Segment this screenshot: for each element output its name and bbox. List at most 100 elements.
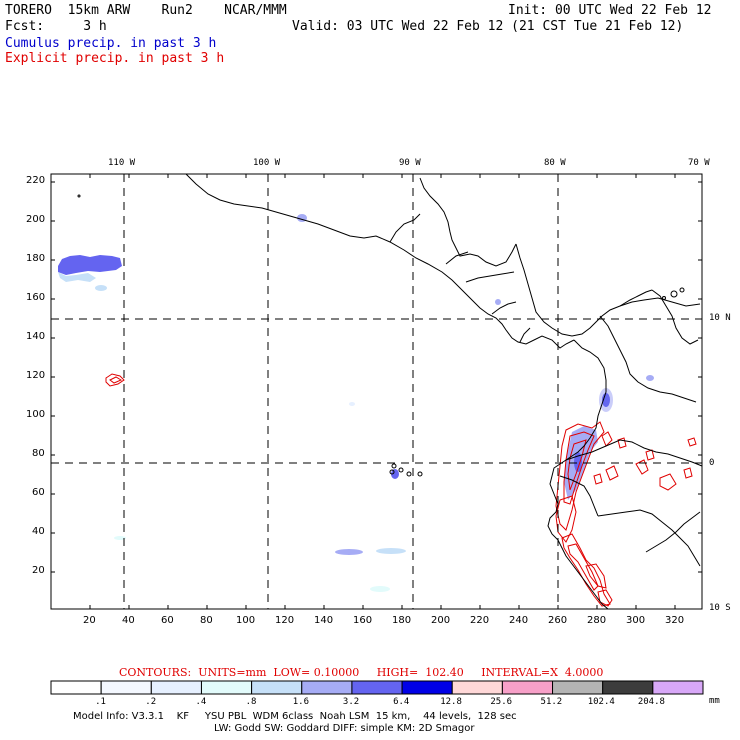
coastlines xyxy=(185,173,703,610)
model-run-title: TORERO 15km ARW Run2 NCAR/MMM xyxy=(5,3,287,18)
cumulus-field-label: Cumulus precip. in past 3 h xyxy=(5,36,217,51)
y-tick: 140 xyxy=(26,331,46,342)
x-tick: 20 xyxy=(83,615,96,626)
precip-cell-panama xyxy=(495,299,501,305)
contour-east-6 xyxy=(683,467,693,479)
precip-faint-center xyxy=(349,402,355,406)
x-tick: 100 xyxy=(236,615,256,626)
border-guatemala-honduras xyxy=(445,251,469,265)
contour-east-9 xyxy=(593,473,603,485)
islands xyxy=(77,194,685,477)
contour-east-2 xyxy=(617,437,627,449)
explicit-field-label: Explicit precip. in past 3 h xyxy=(5,51,225,66)
y-tick: 180 xyxy=(26,253,46,264)
model-info-line2: LW: Godd SW: Goddard DIFF: simple KM: 2D… xyxy=(214,723,475,734)
precip-cell-west-halo xyxy=(58,272,96,282)
x-tick: 320 xyxy=(665,615,685,626)
colorbar-label: 102.4 xyxy=(587,697,615,707)
y-tick: 40 xyxy=(32,526,45,537)
lon-label-90w: 90 W xyxy=(399,158,421,168)
lat-label-10n: 10 N xyxy=(709,313,731,323)
colorbar-label: 3.2 xyxy=(342,697,360,707)
contour-east-7 xyxy=(687,437,697,447)
colorbar-label: 204.8 xyxy=(637,697,665,707)
colorbar-label: .2 xyxy=(145,697,157,707)
island-pacific xyxy=(77,194,81,198)
contour-west xyxy=(105,373,125,387)
contour-east-5 xyxy=(659,473,677,491)
map-frame xyxy=(50,173,703,610)
coast-caribbean-central-america xyxy=(515,243,701,337)
lon-label-80w: 80 W xyxy=(544,158,566,168)
colorbar-label: .4 xyxy=(195,697,207,707)
precip-cell-colombia-halo xyxy=(599,388,613,412)
island-caribbean-1 xyxy=(670,290,678,298)
contour-andes-4 xyxy=(555,495,577,543)
coast-yucatan xyxy=(419,177,517,267)
contour-east-4 xyxy=(645,449,655,461)
y-tick: 120 xyxy=(26,370,46,381)
colorbar-label: 6.4 xyxy=(393,697,410,707)
x-tick: 140 xyxy=(314,615,334,626)
border-colombia-venezuela xyxy=(599,315,697,403)
forecast-hour: Fcst: 3 h xyxy=(5,19,107,34)
x-tick: 220 xyxy=(470,615,490,626)
x-tick: 180 xyxy=(392,615,412,626)
precip-cell-south-faint xyxy=(370,586,390,592)
y-tick: 160 xyxy=(26,292,46,303)
contour-west-inner xyxy=(109,376,123,384)
x-tick: 280 xyxy=(587,615,607,626)
lon-label-70w: 70 W xyxy=(688,158,710,168)
lat-label-10s: 10 S xyxy=(709,603,731,613)
x-tick: 120 xyxy=(275,615,295,626)
precip-cell-south-faint-2 xyxy=(114,536,126,540)
x-tick: 200 xyxy=(431,615,451,626)
y-tick: 60 xyxy=(32,487,45,498)
contour-andes-3 xyxy=(567,439,587,491)
colorbar-label: 1.6 xyxy=(292,697,310,707)
island-galapagos-4 xyxy=(417,471,423,477)
axis-ticks xyxy=(51,174,702,609)
y-tick: 100 xyxy=(26,409,46,420)
colorbar-label: .8 xyxy=(245,697,257,707)
border-nicaragua-costa-rica xyxy=(491,301,517,315)
precip-cell-galapagos xyxy=(391,469,399,479)
model-info-line1: Model Info: V3.3.1 KF YSU PBL WDM 6class… xyxy=(73,711,517,722)
y-tick: 80 xyxy=(32,448,45,459)
island-galapagos-2 xyxy=(398,467,404,473)
y-tick: 20 xyxy=(32,565,45,576)
colorbar-label: 12.8 xyxy=(440,697,462,707)
island-galapagos-1 xyxy=(391,463,397,469)
precip-cell-south-2 xyxy=(376,548,406,554)
lat-label-0: 0 xyxy=(709,458,715,468)
coast-mexico-central-america xyxy=(185,173,575,349)
island-caribbean-3 xyxy=(662,296,666,300)
coast-venezuela-north xyxy=(619,289,653,307)
border-mexico-guatemala xyxy=(389,213,421,243)
border-honduras-nicaragua xyxy=(465,271,515,283)
y-tick: 200 xyxy=(26,214,46,225)
precip-cell-west-light xyxy=(95,285,107,291)
contour-andes-2 xyxy=(563,431,595,505)
y-tick: 220 xyxy=(26,175,46,186)
border-peru-brazil xyxy=(597,509,701,567)
x-tick: 240 xyxy=(509,615,529,626)
island-caribbean-2 xyxy=(679,287,685,293)
x-tick: 300 xyxy=(626,615,646,626)
x-tick: 40 xyxy=(122,615,135,626)
colorbar-label: 25.6 xyxy=(490,697,513,707)
precip-cell-south xyxy=(335,549,363,555)
valid-time: Valid: 03 UTC Wed 22 Feb 12 (21 CST Tue … xyxy=(292,19,684,34)
contour-andes-6 xyxy=(567,543,599,591)
coast-colombia-pacific xyxy=(547,339,609,610)
precip-cell-east xyxy=(646,375,654,381)
contour-info: CONTOURS: UNITS=mm LOW= 0.10000 HIGH= 10… xyxy=(119,666,604,679)
contour-east-8 xyxy=(605,465,619,481)
x-tick: 160 xyxy=(353,615,373,626)
lon-label-100w: 100 W xyxy=(253,158,281,168)
border-peru-brazil-2 xyxy=(645,511,701,553)
x-tick: 260 xyxy=(548,615,568,626)
border-costa-rica-panama xyxy=(519,327,531,343)
contour-east-3 xyxy=(635,459,649,475)
